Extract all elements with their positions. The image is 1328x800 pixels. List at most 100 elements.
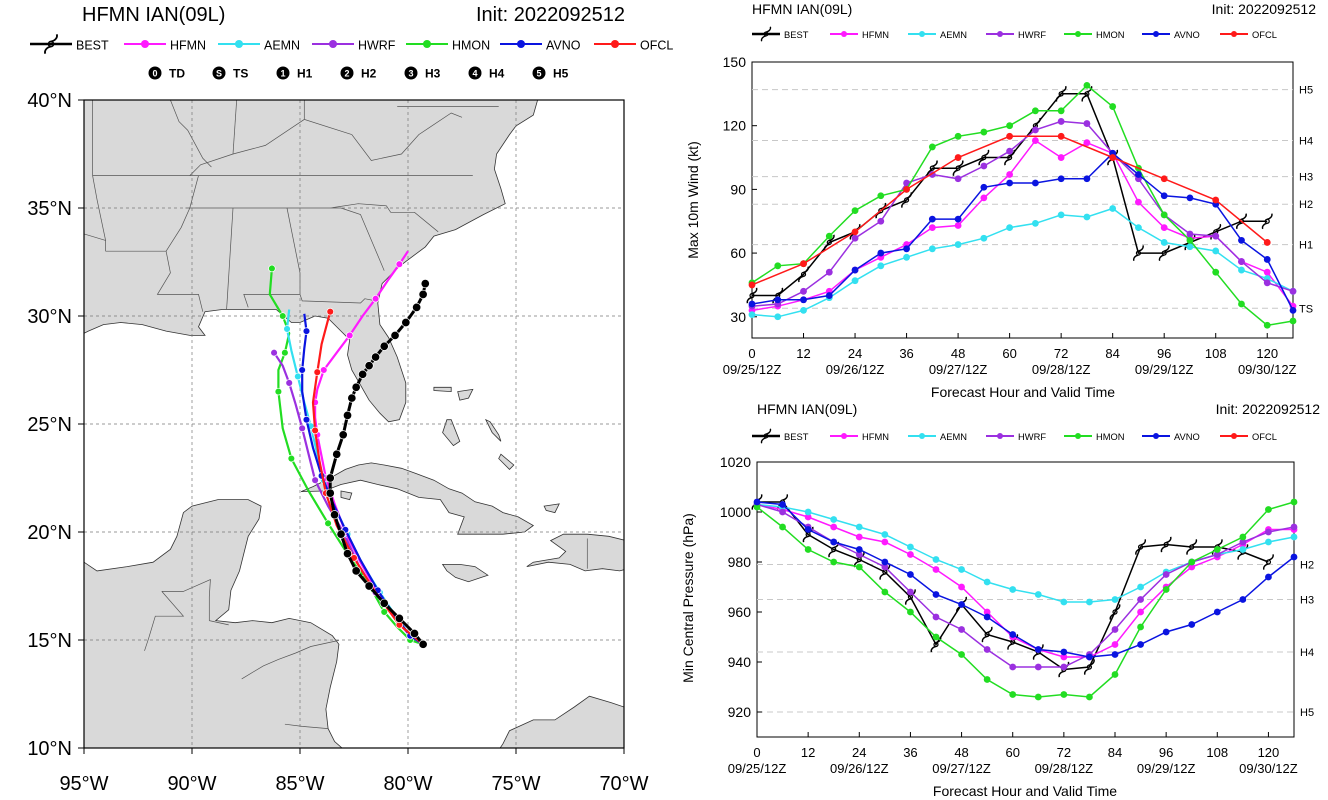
data-point-hurricane <box>926 160 938 177</box>
legend-item-ofcl: OFCL <box>594 39 673 53</box>
track-point <box>364 361 374 371</box>
intensity-marker <box>148 66 162 80</box>
border-ni-cr <box>284 723 329 729</box>
series-line <box>756 501 1295 698</box>
map-gridlines <box>84 100 624 748</box>
data-point <box>1006 171 1014 178</box>
hurricane-eye <box>1163 541 1169 548</box>
legend-marker <box>1231 31 1237 37</box>
hurricane-arms <box>1158 245 1170 261</box>
border-ga-fl <box>299 294 376 304</box>
hurricane-arms <box>926 160 938 177</box>
track-point <box>287 454 296 463</box>
series-hmon <box>753 498 1298 701</box>
track-point <box>332 449 342 459</box>
series-line <box>756 503 1294 658</box>
lon-label: 90°W <box>167 773 216 795</box>
y-tick-label: 120 <box>723 118 747 134</box>
series-line <box>751 84 1294 327</box>
data-point <box>1031 107 1039 115</box>
category-label: TS <box>1299 303 1313 315</box>
data-point <box>1137 583 1144 591</box>
data-point <box>1160 211 1168 219</box>
data-point <box>1239 538 1247 546</box>
track-point <box>390 330 400 340</box>
data-point <box>1238 300 1245 308</box>
data-point <box>932 613 940 621</box>
legend-label: BEST <box>76 39 109 53</box>
hurricane-eye <box>929 165 935 171</box>
legend-item-ofcl: OFCL <box>1220 432 1277 442</box>
legend-item-hwrf: HWRF <box>986 30 1046 40</box>
wind-init-label: Init: 2022092512 <box>1212 1 1317 17</box>
isla-juventud <box>340 490 353 501</box>
track-point <box>294 372 302 381</box>
data-point <box>1057 132 1065 140</box>
intensity-label: H1 <box>297 67 313 81</box>
track-best <box>325 279 430 649</box>
y-tick-label: 960 <box>728 604 752 620</box>
bahamas-eleuthera <box>484 418 502 442</box>
track-point <box>313 368 322 376</box>
data-point <box>1135 198 1142 206</box>
x-tick-label: 72 <box>1054 346 1068 361</box>
legend-marker <box>423 40 431 48</box>
hurricane-arms <box>760 428 772 444</box>
x-tick-label: 36 <box>899 346 913 361</box>
data-point <box>980 183 988 191</box>
track-point <box>278 312 287 320</box>
lat-label: 30°N <box>27 306 72 328</box>
border-gt-hn <box>209 620 229 626</box>
category-label: H5 <box>1300 707 1314 719</box>
data-point <box>851 228 859 236</box>
intensity-label: TD <box>169 67 185 81</box>
data-point <box>1111 651 1119 658</box>
data-point-hurricane <box>1261 213 1273 230</box>
data-point <box>1031 219 1039 227</box>
data-point <box>877 249 885 257</box>
track-point <box>302 327 311 335</box>
data-point <box>1137 623 1144 631</box>
data-point <box>1160 239 1168 246</box>
data-point <box>1162 571 1170 578</box>
legend-marker <box>841 31 847 37</box>
hurricane-arms <box>1135 539 1147 555</box>
track-point <box>336 529 346 539</box>
data-point <box>954 132 962 140</box>
lon-label: 75°W <box>491 773 540 795</box>
intensity-marker <box>276 66 290 80</box>
series-line <box>751 139 1294 312</box>
data-point <box>1083 139 1091 147</box>
x-tick-label: 48 <box>954 745 968 760</box>
data-point <box>1290 533 1298 541</box>
legend-label: HMON <box>1096 432 1125 442</box>
pressure-title: HFMN IAN(09L) <box>757 401 857 417</box>
data-point-hurricane <box>823 234 835 251</box>
track-point <box>326 307 334 316</box>
border-nc-sc <box>330 203 439 233</box>
track-point <box>325 488 335 498</box>
data-point <box>748 311 756 319</box>
data-point <box>800 307 807 314</box>
data-point <box>855 563 863 571</box>
x-tick-label: 60 <box>1005 745 1019 760</box>
data-point <box>1060 653 1068 661</box>
data-point <box>851 277 859 285</box>
intensity-marker <box>340 66 354 80</box>
data-point <box>1263 268 1271 276</box>
x-tick-label: 24 <box>848 346 862 361</box>
intensity-symbol: 4 <box>472 69 477 79</box>
category-label: H4 <box>1299 136 1313 148</box>
data-point <box>1060 598 1068 606</box>
legend-label: AEMN <box>940 432 967 442</box>
track-point <box>281 348 289 357</box>
series-line <box>756 503 1295 668</box>
x-tick-label: 48 <box>951 346 965 361</box>
data-point <box>1160 192 1168 200</box>
legend-item-hmon: HMON <box>1064 30 1125 40</box>
x-tick-label: 108 <box>1206 745 1228 760</box>
bahamas-grand <box>433 386 452 393</box>
data-point <box>1239 596 1247 603</box>
data-point <box>877 217 885 225</box>
data-point-hurricane <box>1135 539 1147 555</box>
